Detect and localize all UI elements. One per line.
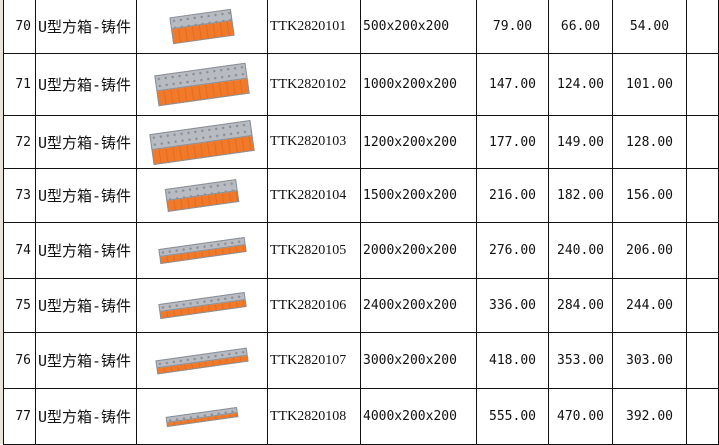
row-number[interactable]: 72	[3, 115, 36, 169]
product-name[interactable]: U型方箱-铸件	[35, 115, 137, 169]
product-code[interactable]: TTK2820106	[267, 278, 361, 333]
row-number[interactable]: 77	[3, 388, 36, 445]
price-2[interactable]: 66.00	[548, 0, 613, 54]
table-row: 77 U型方箱-铸件 TTK2820108 4000x200x200 555.0…	[3, 388, 719, 445]
price-3[interactable]: 156.00	[612, 168, 687, 223]
price-3[interactable]: 54.00	[612, 0, 687, 54]
u-box-casting-image	[164, 179, 240, 212]
table-row: 73 U型方箱-铸件 TTK2820104 1500x200x200 216.0…	[3, 168, 719, 223]
u-box-casting-image	[165, 406, 239, 427]
product-size[interactable]: 4000x200x200	[360, 388, 477, 445]
price-2[interactable]: 240.00	[548, 222, 613, 279]
empty-cell[interactable]	[686, 0, 719, 54]
product-size[interactable]: 2000x200x200	[360, 222, 477, 279]
row-number[interactable]: 70	[3, 0, 36, 54]
product-name[interactable]: U型方箱-铸件	[35, 0, 137, 54]
empty-cell[interactable]	[686, 168, 719, 223]
product-name[interactable]: U型方箱-铸件	[35, 332, 137, 389]
price-2[interactable]: 124.00	[548, 53, 613, 116]
table-row: 71 U型方箱-铸件 TTK2820102 1000x200x200 147.0…	[3, 53, 719, 116]
product-image-cell[interactable]	[136, 388, 268, 445]
price-3[interactable]: 128.00	[612, 115, 687, 169]
product-name[interactable]: U型方箱-铸件	[35, 222, 137, 279]
table-row: 70 U型方箱-铸件 TTK2820101 500x200x200 79.00 …	[3, 0, 719, 54]
price-3[interactable]: 101.00	[612, 53, 687, 116]
product-image-cell[interactable]	[136, 222, 268, 279]
product-name[interactable]: U型方箱-铸件	[35, 388, 137, 445]
price-3[interactable]: 392.00	[612, 388, 687, 445]
product-size[interactable]: 2400x200x200	[360, 278, 477, 333]
product-image-cell[interactable]	[136, 0, 268, 54]
product-code[interactable]: TTK2820105	[267, 222, 361, 279]
row-number[interactable]: 75	[3, 278, 36, 333]
u-box-casting-image	[154, 62, 250, 107]
u-box-casting-image	[169, 8, 235, 45]
empty-cell[interactable]	[686, 332, 719, 389]
price-1[interactable]: 177.00	[476, 115, 549, 169]
table-row: 75 U型方箱-铸件 TTK2820106 2400x200x200 336.0…	[3, 278, 719, 333]
product-code[interactable]: TTK2820102	[267, 53, 361, 116]
product-image-cell[interactable]	[136, 168, 268, 223]
product-code[interactable]: TTK2820101	[267, 0, 361, 54]
price-1[interactable]: 418.00	[476, 332, 549, 389]
product-name[interactable]: U型方箱-铸件	[35, 53, 137, 116]
product-size[interactable]: 500x200x200	[360, 0, 477, 54]
price-1[interactable]: 147.00	[476, 53, 549, 116]
empty-cell[interactable]	[686, 53, 719, 116]
product-code[interactable]: TTK2820107	[267, 332, 361, 389]
price-table: 70 U型方箱-铸件 TTK2820101 500x200x200 79.00 …	[3, 0, 719, 445]
table-row: 74 U型方箱-铸件 TTK2820105 2000x200x200 276.0…	[3, 222, 719, 279]
u-box-casting-image	[157, 237, 247, 264]
product-image-cell[interactable]	[136, 53, 268, 116]
empty-cell[interactable]	[686, 222, 719, 279]
table-row: 76 U型方箱-铸件 TTK2820107 3000x200x200 418.0…	[3, 332, 719, 389]
price-2[interactable]: 353.00	[548, 332, 613, 389]
price-2[interactable]: 284.00	[548, 278, 613, 333]
price-1[interactable]: 79.00	[476, 0, 549, 54]
price-2[interactable]: 149.00	[548, 115, 613, 169]
table-row: 72 U型方箱-铸件 TTK2820103 1200x200x200 177.0…	[3, 115, 719, 169]
product-code[interactable]: TTK2820104	[267, 168, 361, 223]
price-1[interactable]: 336.00	[476, 278, 549, 333]
row-number[interactable]: 76	[3, 332, 36, 389]
price-1[interactable]: 276.00	[476, 222, 549, 279]
empty-cell[interactable]	[686, 278, 719, 333]
u-box-casting-image	[157, 292, 247, 319]
price-1[interactable]: 555.00	[476, 388, 549, 445]
product-code[interactable]: TTK2820108	[267, 388, 361, 445]
empty-cell[interactable]	[686, 388, 719, 445]
row-number[interactable]: 71	[3, 53, 36, 116]
price-2[interactable]: 470.00	[548, 388, 613, 445]
price-1[interactable]: 216.00	[476, 168, 549, 223]
u-box-casting-image	[149, 119, 255, 165]
row-number[interactable]: 74	[3, 222, 36, 279]
product-image-cell[interactable]	[136, 278, 268, 333]
u-box-casting-image	[155, 347, 249, 374]
price-2[interactable]: 182.00	[548, 168, 613, 223]
product-size[interactable]: 1500x200x200	[360, 168, 477, 223]
price-3[interactable]: 303.00	[612, 332, 687, 389]
product-size[interactable]: 3000x200x200	[360, 332, 477, 389]
price-3[interactable]: 244.00	[612, 278, 687, 333]
product-size[interactable]: 1000x200x200	[360, 53, 477, 116]
product-name[interactable]: U型方箱-铸件	[35, 168, 137, 223]
empty-cell[interactable]	[686, 115, 719, 169]
price-3[interactable]: 206.00	[612, 222, 687, 279]
product-name[interactable]: U型方箱-铸件	[35, 278, 137, 333]
product-image-cell[interactable]	[136, 115, 268, 169]
row-number[interactable]: 73	[3, 168, 36, 223]
product-code[interactable]: TTK2820103	[267, 115, 361, 169]
product-size[interactable]: 1200x200x200	[360, 115, 477, 169]
product-image-cell[interactable]	[136, 332, 268, 389]
